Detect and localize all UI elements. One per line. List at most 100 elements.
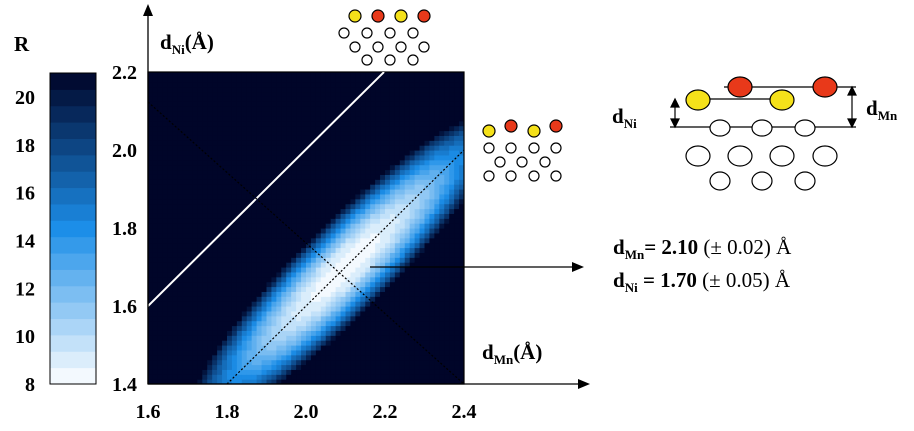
heatmap-cell [217, 276, 223, 283]
heatmap-cell [241, 130, 248, 136]
heatmap-cell [335, 72, 342, 78]
heatmap-cell [241, 291, 248, 297]
heatmap-cell [310, 154, 317, 161]
heatmap-cell [202, 193, 208, 200]
heatmap-cell [157, 257, 164, 263]
heatmap-cell [246, 345, 253, 351]
heatmap-cell [429, 354, 435, 361]
heatmap-cell [271, 237, 277, 244]
heatmap-cell [182, 91, 189, 97]
heatmap-cell [439, 184, 445, 190]
heatmap-cell [444, 223, 450, 229]
heatmap-cell [162, 262, 169, 268]
heatmap-cell [182, 364, 189, 370]
heatmap-cell [449, 101, 455, 107]
heatmap-cell [148, 374, 154, 380]
heatmap-cell [459, 354, 464, 361]
heatmap-cell [182, 291, 189, 297]
heatmap-cell [385, 150, 391, 156]
heatmap-cell [261, 159, 268, 166]
heatmap-cell [370, 96, 376, 102]
heatmap-cell [276, 81, 282, 88]
heatmap-cell [449, 223, 455, 229]
heatmap-cell [182, 135, 189, 141]
heatmap-cell [340, 135, 347, 141]
heatmap-cell [246, 267, 253, 273]
heatmap-cell [266, 101, 273, 107]
heatmap-cell [399, 213, 406, 219]
heatmap-cell [325, 223, 332, 229]
heatmap-cell [222, 271, 228, 278]
heatmap-cell [409, 301, 416, 307]
heatmap-cell [148, 86, 154, 93]
heatmap-cell [355, 359, 361, 366]
heatmap-cell [266, 364, 273, 370]
heatmap-cell [192, 310, 198, 317]
heatmap-cell [192, 140, 198, 146]
heatmap-cell [424, 154, 431, 161]
heatmap-cell [281, 276, 287, 283]
heatmap-cell [350, 242, 356, 249]
heatmap-cell [454, 286, 460, 292]
heatmap-cell [192, 374, 198, 380]
heatmap-cell [340, 252, 347, 258]
heatmap-cell [291, 335, 297, 341]
heatmap-cell [281, 310, 287, 317]
heatmap-cell [197, 267, 203, 273]
heatmap-cell [306, 223, 312, 229]
heatmap-cell [404, 335, 411, 341]
heatmap-cell [286, 115, 292, 122]
heatmap-cell [251, 310, 258, 317]
heatmap-cell [281, 369, 287, 375]
heatmap-cell [157, 115, 164, 122]
heatmap-cell [152, 374, 159, 380]
heatmap-cell [394, 267, 401, 273]
heatmap-cell [276, 223, 282, 229]
heatmap-cell [197, 86, 203, 93]
heatmap-cell [335, 349, 342, 356]
heatmap-cell [345, 125, 352, 132]
heatmap-cell [227, 359, 233, 366]
heatmap-cell [162, 330, 169, 336]
heatmap-cell [409, 374, 416, 380]
heatmap-cell [449, 301, 455, 307]
heatmap-cell [231, 208, 238, 214]
heatmap-cell [231, 135, 238, 141]
heatmap-cell [256, 130, 263, 136]
heatmap-cell [152, 135, 159, 141]
heatmap-cell [167, 208, 174, 214]
heatmap-cell [330, 310, 337, 317]
heatmap-cell [409, 174, 416, 180]
heatmap-cell [296, 125, 302, 132]
heatmap-cell [212, 325, 218, 331]
heatmap-cell [152, 115, 159, 122]
heatmap-cell [251, 140, 258, 146]
heatmap-cell [217, 252, 223, 258]
heatmap-cell [355, 374, 361, 380]
heatmap-cell [310, 91, 317, 97]
heatmap-cell [449, 364, 455, 370]
heatmap-cell [202, 262, 208, 268]
heatmap-cell [370, 379, 376, 384]
heatmap-cell [439, 291, 445, 297]
heatmap-cell [187, 364, 194, 370]
heatmap-cell [429, 242, 435, 249]
heatmap-cell [399, 354, 406, 361]
heatmap-cell [306, 232, 312, 239]
heatmap-cell [439, 159, 445, 166]
heatmap-cell [370, 76, 376, 83]
heatmap-cell [449, 106, 455, 112]
heatmap-cell [162, 354, 169, 361]
heatmap-cell [187, 145, 194, 151]
heatmap-cell [409, 364, 416, 370]
heatmap-cell [227, 354, 233, 361]
heatmap-cell [162, 306, 169, 312]
heatmap-cell [276, 306, 282, 312]
heatmap-cell [365, 76, 371, 83]
heatmap-cell [296, 135, 302, 141]
heatmap-cell [167, 213, 174, 219]
heatmap-cell [152, 364, 159, 370]
heatmap-cell [251, 291, 258, 297]
heatmap-cell [281, 237, 287, 244]
heatmap-cell [360, 252, 366, 258]
